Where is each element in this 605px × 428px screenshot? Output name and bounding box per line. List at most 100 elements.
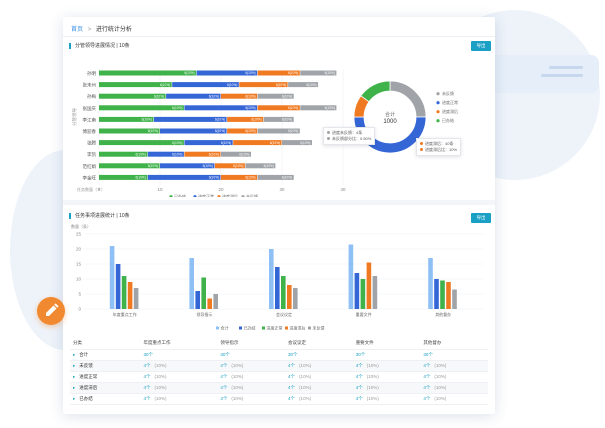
table-cell: 30个	[420, 349, 488, 361]
donut-center-label: 合计	[385, 111, 395, 118]
cell-percent: (10%)	[231, 373, 244, 379]
bar-segment	[257, 93, 294, 99]
breadcrumb-current: 进行统计分析	[95, 27, 132, 33]
cell-count: 4个	[288, 384, 296, 390]
y-axis-title: 数量（条）	[71, 223, 91, 229]
top-panel-title: 分管领导进展情况 | 10条	[69, 43, 130, 49]
expand-icon[interactable]: ▸	[73, 373, 76, 379]
row-label: ▸ 合计	[70, 349, 141, 361]
bar-value-label: 6(10%)	[245, 94, 255, 98]
donut-segment	[389, 80, 427, 118]
legend-label: 合计	[221, 324, 229, 330]
table-header-cell: 年度重点工作	[140, 338, 218, 350]
table-header-cell: 领导指示	[217, 338, 286, 350]
bar-value-label: 6(10%)	[142, 118, 152, 122]
breadcrumb: 首页 > 进行统计分析	[71, 24, 132, 33]
cell-count: 4个	[423, 373, 431, 379]
table-cell: 4个 (10%)	[140, 371, 218, 383]
table-cell: 30个	[352, 349, 421, 361]
header-divider	[63, 36, 495, 37]
bar-value-label: 6(10%)	[300, 141, 310, 145]
bar-segment	[99, 82, 172, 88]
bar-segment	[166, 93, 221, 99]
category-label: 孙梅	[87, 93, 96, 100]
cell-percent: (10%)	[299, 373, 312, 379]
cell-percent: (10%)	[299, 395, 312, 401]
expand-icon[interactable]: ▸	[73, 384, 76, 390]
bar-value-label: 6(10%)	[282, 118, 292, 122]
cell-percent: (10%)	[231, 362, 244, 368]
bar-tooltip-line: 未反馈部分比：0.50%	[332, 136, 372, 141]
category-label: 张未州	[83, 82, 97, 89]
category-label: 李江南	[83, 116, 97, 123]
expand-icon[interactable]: ▸	[73, 362, 76, 368]
bar-segment	[300, 70, 337, 76]
cell-count: 30个	[355, 351, 366, 357]
cell-percent: (10%)	[366, 384, 379, 390]
table-row[interactable]: ▸ 合计 30个 30个 30个 30个 30个	[70, 349, 488, 361]
bottom-panel-title: 任务事项进展统计 | 10条	[69, 213, 130, 219]
table-header-cell: 重要文件	[352, 338, 421, 350]
bar-segment	[282, 140, 312, 146]
x-tick-label: 40	[340, 187, 346, 192]
bar-value-label: 6(10%)	[203, 164, 213, 168]
row-label-text: 进度正常	[79, 373, 98, 379]
app-window: 首页 > 进行统计分析 分管领导进展情况 | 10条 导出 0 10 20 30 40 分…	[63, 17, 495, 414]
table-cell: 30个	[217, 349, 286, 361]
bar-segment	[245, 163, 276, 169]
bar-segment	[99, 163, 160, 169]
legend-label: 进度正常	[198, 193, 214, 197]
table-row[interactable]: ▸ 进度滞后 4个 (10%) 4个 (10%) 4个 (10%) 4个 (10%) 4个 (10%)	[70, 382, 488, 394]
bar-value-label: 6(10%)	[215, 129, 225, 133]
task-summary-table: 分类 年度重点工作 领导指示 会议议定 重要文件 其他督办 ▸ 合计 30个 30个 30个 30个 3…	[70, 338, 488, 405]
cell-percent: (10%)	[434, 373, 447, 379]
donut-center-value: 1000	[383, 119, 397, 125]
legend-swatch	[436, 101, 440, 105]
category-label: 孙明	[87, 70, 96, 77]
category-label: 范红娟	[83, 163, 97, 170]
category-label: 其他督办	[435, 311, 451, 317]
breadcrumb-home[interactable]: 首页	[71, 27, 84, 33]
bar-value-label: 6(10%)	[172, 152, 182, 156]
category-label: 傅迎春	[83, 128, 97, 135]
table-cell: 30个	[140, 349, 218, 361]
legend-label: 进度滞后	[290, 324, 306, 330]
bar-value-label: 6(10%)	[264, 164, 274, 168]
table-row[interactable]: ▸ 已办结 4个 (10%) 4个 (10%) 4个 (10%) 4个 (10%) 4个 (10%)	[70, 393, 488, 405]
bar-segment	[221, 174, 258, 180]
bar-value-label: 6(10%)	[184, 71, 194, 75]
bar-segment	[99, 174, 148, 180]
bottom-export-button[interactable]: 导出	[471, 213, 491, 223]
expand-icon[interactable]: ▸	[73, 395, 76, 401]
table-cell: 4个 (10%)	[420, 371, 488, 383]
cell-percent: (10%)	[299, 384, 312, 390]
pencil-icon[interactable]	[37, 297, 65, 325]
legend-label: 未反馈	[442, 90, 454, 96]
table-header-cell: 分类	[70, 338, 141, 350]
cell-percent: (10%)	[366, 362, 379, 368]
table-cell: 30个	[285, 349, 353, 361]
cell-count: 4个	[355, 362, 363, 368]
cell-count: 4个	[220, 362, 228, 368]
bar-value-label: 6(10%)	[233, 164, 243, 168]
expand-icon[interactable]: ▸	[73, 351, 76, 357]
category-label: 张国庆	[83, 105, 97, 112]
bar	[440, 280, 445, 309]
cell-percent: (10%)	[434, 395, 447, 401]
table-cell: 4个 (10%)	[140, 360, 218, 372]
bar-segment	[221, 93, 258, 99]
table-row[interactable]: ▸ 未反馈 4个 (10%) 4个 (10%) 4个 (10%) 4个 (10%) 4个 (10%)	[70, 360, 488, 372]
row-label-text: 已办结	[79, 395, 93, 401]
bar-segment	[99, 93, 166, 99]
bar-value-label: 6(10%)	[154, 94, 164, 98]
table-cell: 4个 (10%)	[217, 371, 286, 383]
x-tick-label: 0	[98, 187, 101, 192]
bar-value-label: 6(10%)	[245, 71, 255, 75]
legend-label: 未反馈	[246, 193, 258, 197]
cell-count: 4个	[355, 395, 363, 401]
bar-value-label: 6(10%)	[136, 176, 146, 180]
cell-count: 4个	[143, 384, 151, 390]
table-row[interactable]: ▸ 进度正常 4个 (10%) 4个 (10%) 4个 (10%) 4个 (10%) 4个 (10%)	[70, 371, 488, 383]
top-export-button[interactable]: 导出	[471, 41, 491, 51]
legend-swatch	[241, 195, 245, 197]
